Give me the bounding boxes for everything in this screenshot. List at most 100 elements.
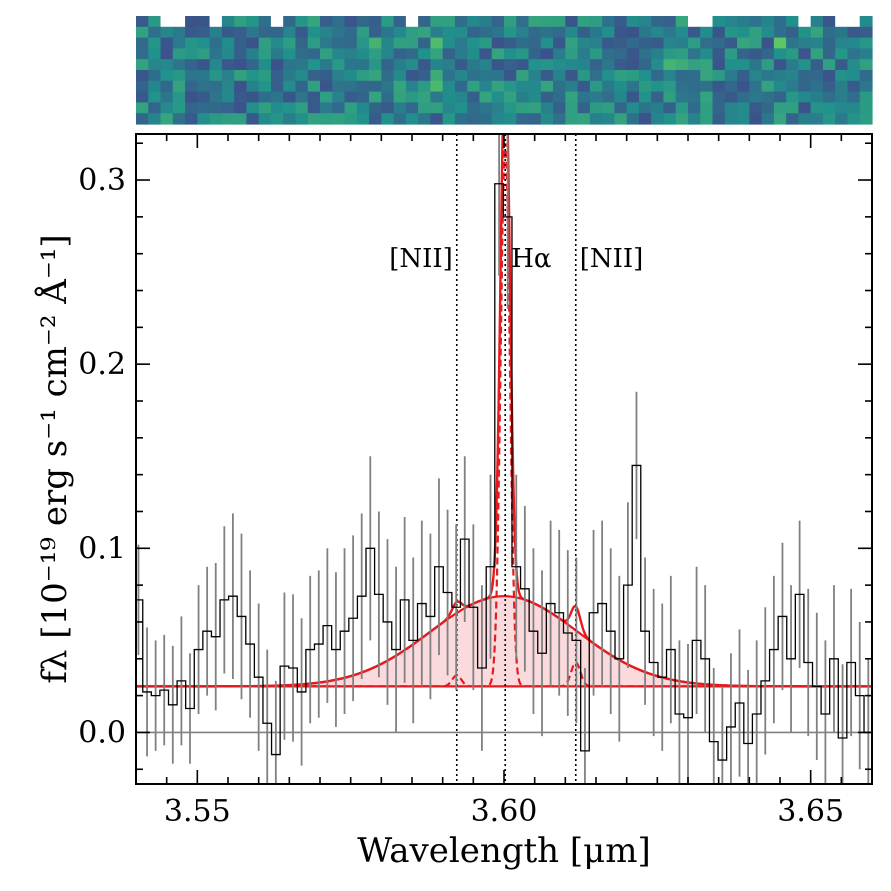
image-pixel [356, 91, 370, 103]
y-axis-title: fλ [10⁻¹⁹ erg s⁻¹ cm⁻² Å⁻¹] [34, 234, 75, 683]
image-pixel [700, 70, 714, 82]
image-pixel [688, 102, 701, 114]
image-pixel [528, 37, 542, 49]
image-pixel [835, 70, 849, 82]
image-pixel [246, 26, 260, 39]
image-pixel [454, 91, 468, 103]
image-pixel [307, 26, 321, 39]
image-pixel [602, 59, 615, 71]
image-pixel [761, 91, 775, 103]
image-pixel [749, 37, 763, 49]
image-pixel [540, 59, 554, 71]
image-pixel [172, 37, 186, 49]
image-pixel [749, 70, 763, 82]
image-pixel [773, 37, 787, 49]
image-pixel [540, 113, 554, 125]
image-pixel [602, 48, 615, 60]
image-pixel [700, 113, 714, 125]
image-pixel [332, 102, 346, 114]
image-pixel [479, 102, 493, 114]
image-pixel [393, 91, 407, 103]
image-pixel [136, 59, 149, 71]
image-pixel [479, 113, 493, 125]
image-pixel [356, 80, 370, 93]
image-pixel [822, 37, 836, 49]
image-pixel [761, 102, 775, 114]
image-pixel [553, 37, 566, 49]
image-pixel [160, 26, 174, 39]
image-pixel [295, 113, 309, 125]
image-pixel [651, 37, 665, 49]
image-pixel [405, 91, 419, 103]
image-pixel [675, 113, 689, 125]
image-pixel [675, 48, 689, 60]
image-pixel [369, 37, 382, 49]
image-pixel [626, 70, 640, 82]
image-pixel [160, 113, 174, 125]
image-pixel [221, 26, 235, 39]
image-pixel [148, 91, 162, 103]
image-pixel [381, 70, 395, 82]
image-pixel [737, 102, 750, 114]
image-pixel [442, 37, 456, 49]
image-pixel [602, 113, 615, 125]
image-pixel [504, 91, 517, 103]
image-masked-pixel [798, 16, 812, 28]
image-pixel [430, 80, 444, 93]
image-pixel [356, 48, 370, 60]
image-pixel [810, 70, 824, 82]
image-pixel [675, 102, 689, 114]
image-pixel [221, 91, 235, 103]
image-pixel [393, 80, 407, 93]
image-pixel [626, 26, 640, 39]
image-pixel [356, 26, 370, 39]
image-pixel [172, 80, 186, 93]
image-pixel [418, 16, 431, 28]
image-pixel [761, 48, 775, 60]
image-pixel [847, 80, 861, 93]
image-pixel [197, 80, 211, 93]
image-pixel [209, 91, 223, 103]
image-pixel [688, 91, 701, 103]
image-pixel [491, 80, 505, 93]
image-pixel [798, 26, 812, 39]
y-tick-label: 0.2 [78, 347, 126, 382]
image-pixel [160, 80, 174, 93]
image-pixel [234, 26, 247, 39]
image-pixel [651, 59, 665, 71]
image-pixel [737, 26, 750, 39]
image-pixel [172, 70, 186, 82]
image-pixel [859, 37, 873, 49]
image-pixel [835, 113, 849, 125]
image-pixel [835, 80, 849, 93]
image-pixel [393, 37, 407, 49]
image-pixel [479, 70, 493, 82]
image-pixel [467, 16, 481, 28]
image-pixel [859, 102, 873, 114]
image-pixel [688, 70, 701, 82]
tick-labels: 3.55 3.60 3.65 0.0 0.1 0.2 0.3 [78, 163, 844, 829]
image-pixel [393, 26, 407, 39]
image-pixel [565, 80, 579, 93]
image-pixel [418, 91, 431, 103]
image-pixel [516, 113, 530, 125]
image-pixel [160, 91, 174, 103]
image-pixel [712, 48, 726, 60]
image-pixel [749, 91, 763, 103]
image-pixel [602, 80, 615, 93]
image-pixel [847, 102, 861, 114]
image-pixel [270, 48, 284, 60]
image-pixel [234, 48, 247, 60]
line-annotations: [NII] Hα [NII] [389, 244, 643, 274]
image-pixel [209, 113, 223, 125]
image-pixel [602, 70, 615, 82]
image-pixel [442, 26, 456, 39]
image-pixel [197, 113, 211, 125]
image-pixel [798, 37, 812, 49]
image-pixel [454, 102, 468, 114]
image-pixel [283, 26, 297, 39]
image-pixel [577, 37, 591, 49]
image-pixel [332, 26, 346, 39]
image-pixel [675, 91, 689, 103]
image-pixel [442, 113, 456, 125]
